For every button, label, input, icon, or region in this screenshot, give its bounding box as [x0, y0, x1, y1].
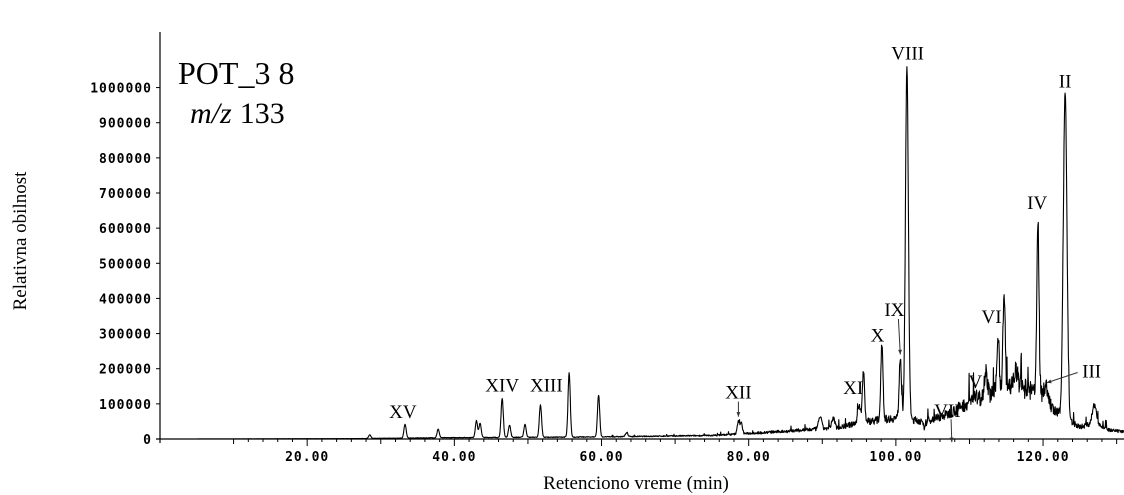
y-tick-label: 200000 [99, 363, 152, 378]
y-tick-label: 100000 [99, 398, 152, 413]
y-tick-label: 900000 [99, 117, 152, 132]
y-tick-label: 400000 [99, 292, 152, 307]
x-axis-title: Retenciono vreme (min) [543, 473, 729, 494]
mz-value: 133 [240, 97, 285, 130]
peak-label: V [968, 372, 982, 393]
mz-italic: m/z [190, 97, 232, 130]
chart-title: POT_3 8 [178, 55, 294, 91]
peak-label: IX [884, 300, 904, 321]
peak-label: XIII [530, 376, 563, 397]
x-tick-label: 120.00 [1017, 450, 1070, 465]
x-tick-label: 80.00 [727, 450, 771, 465]
y-tick-label: 700000 [99, 187, 152, 202]
x-tick-label: 60.00 [579, 450, 623, 465]
x-axis: 20.00 40.00 60.00 80.00 100.00 120.00 [156, 438, 1124, 465]
y-tick-label: 300000 [99, 328, 152, 343]
y-tick-label: 1000000 [90, 82, 152, 97]
peak-arrow [1046, 372, 1078, 384]
x-tick-label: 40.00 [432, 450, 476, 465]
peak-arrowhead [736, 412, 741, 417]
y-tick-label: 800000 [99, 152, 152, 167]
peak-label: VIII [891, 43, 924, 64]
y-tick-label: 500000 [99, 257, 152, 272]
peak-arrowhead [949, 437, 954, 443]
peak-label: IV [1027, 193, 1047, 214]
peak-label: III [1082, 362, 1101, 383]
peak-label: XIV [485, 376, 519, 397]
peak-label: VI [982, 307, 1002, 328]
peak-label: XII [725, 383, 751, 404]
peak-label: XV [389, 402, 417, 423]
peak-label: X [871, 325, 885, 346]
peak-label: II [1059, 72, 1072, 93]
peak-arrowhead [1046, 379, 1052, 384]
y-tick-label: 600000 [99, 222, 152, 237]
peak-arrowhead [898, 349, 902, 355]
x-tick-label: 100.00 [869, 450, 922, 465]
y-axis-title: Relativna obilnost [10, 171, 31, 311]
y-tick-label: 0 [143, 433, 152, 448]
peak-label: XI [843, 378, 863, 399]
x-tick-label: 20.00 [285, 450, 329, 465]
y-axis: 0 100000 200000 300000 400000 500000 600000 700… [90, 32, 161, 448]
mz-subtitle: m/z 133 [190, 97, 285, 130]
peak-arrow [897, 318, 901, 355]
peak-label: VII [934, 401, 960, 422]
